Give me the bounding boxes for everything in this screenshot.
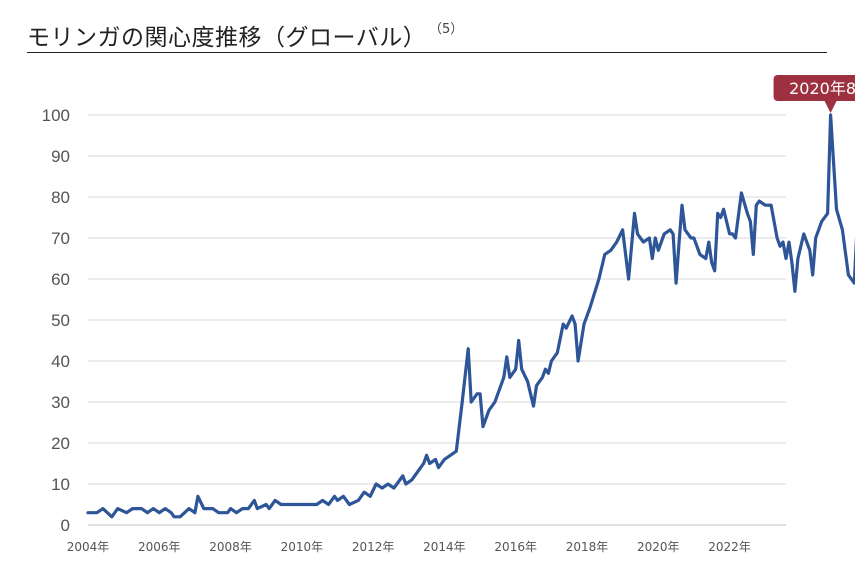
y-tick-label: 70 <box>51 229 70 248</box>
y-tick-label: 80 <box>51 188 70 207</box>
y-tick-label: 30 <box>51 393 70 412</box>
x-tick-label: 2004年 <box>67 540 110 554</box>
callout-box <box>773 75 855 101</box>
x-tick-label: 2020年 <box>637 540 680 554</box>
y-tick-label: 10 <box>51 475 70 494</box>
y-tick-label: 50 <box>51 311 70 330</box>
x-tick-label: 2018年 <box>566 540 609 554</box>
y-tick-label: 20 <box>51 434 70 453</box>
x-tick-label: 2006年 <box>138 540 181 554</box>
x-tick-label: 2012年 <box>352 540 395 554</box>
x-tick-label: 2010年 <box>281 540 324 554</box>
callout-label: 2020年8月 <box>789 79 855 98</box>
x-axis: 2004年 2006年 2008年 2010年 2012年 2014年 2016年 2018年… <box>67 540 751 554</box>
x-tick-label: 2022年 <box>708 540 751 554</box>
gridlines <box>88 114 786 526</box>
annotations: 2020年8月2023年8月 <box>773 75 855 113</box>
series-line <box>86 113 855 519</box>
x-tick-label: 2008年 <box>209 540 252 554</box>
chart-title: モリンガの関心度推移（グローバル） <box>27 25 427 51</box>
title-bar: モリンガの関心度推移（グローバル） （5） <box>27 10 827 53</box>
y-axis: 0 10 20 30 40 50 60 70 80 90 100 <box>42 106 70 535</box>
y-tick-label: 90 <box>51 147 70 166</box>
y-tick-label: 60 <box>51 270 70 289</box>
x-tick-label: 2016年 <box>494 540 537 554</box>
y-tick-label: 40 <box>51 352 70 371</box>
y-tick-label: 0 <box>61 516 70 535</box>
footnote-marker: （5） <box>429 22 464 37</box>
x-tick-label: 2014年 <box>423 540 466 554</box>
series-layer <box>86 113 855 519</box>
y-tick-label: 100 <box>42 106 70 125</box>
callout-pointer <box>824 101 837 113</box>
peak-callout: 2020年8月 <box>773 75 855 113</box>
